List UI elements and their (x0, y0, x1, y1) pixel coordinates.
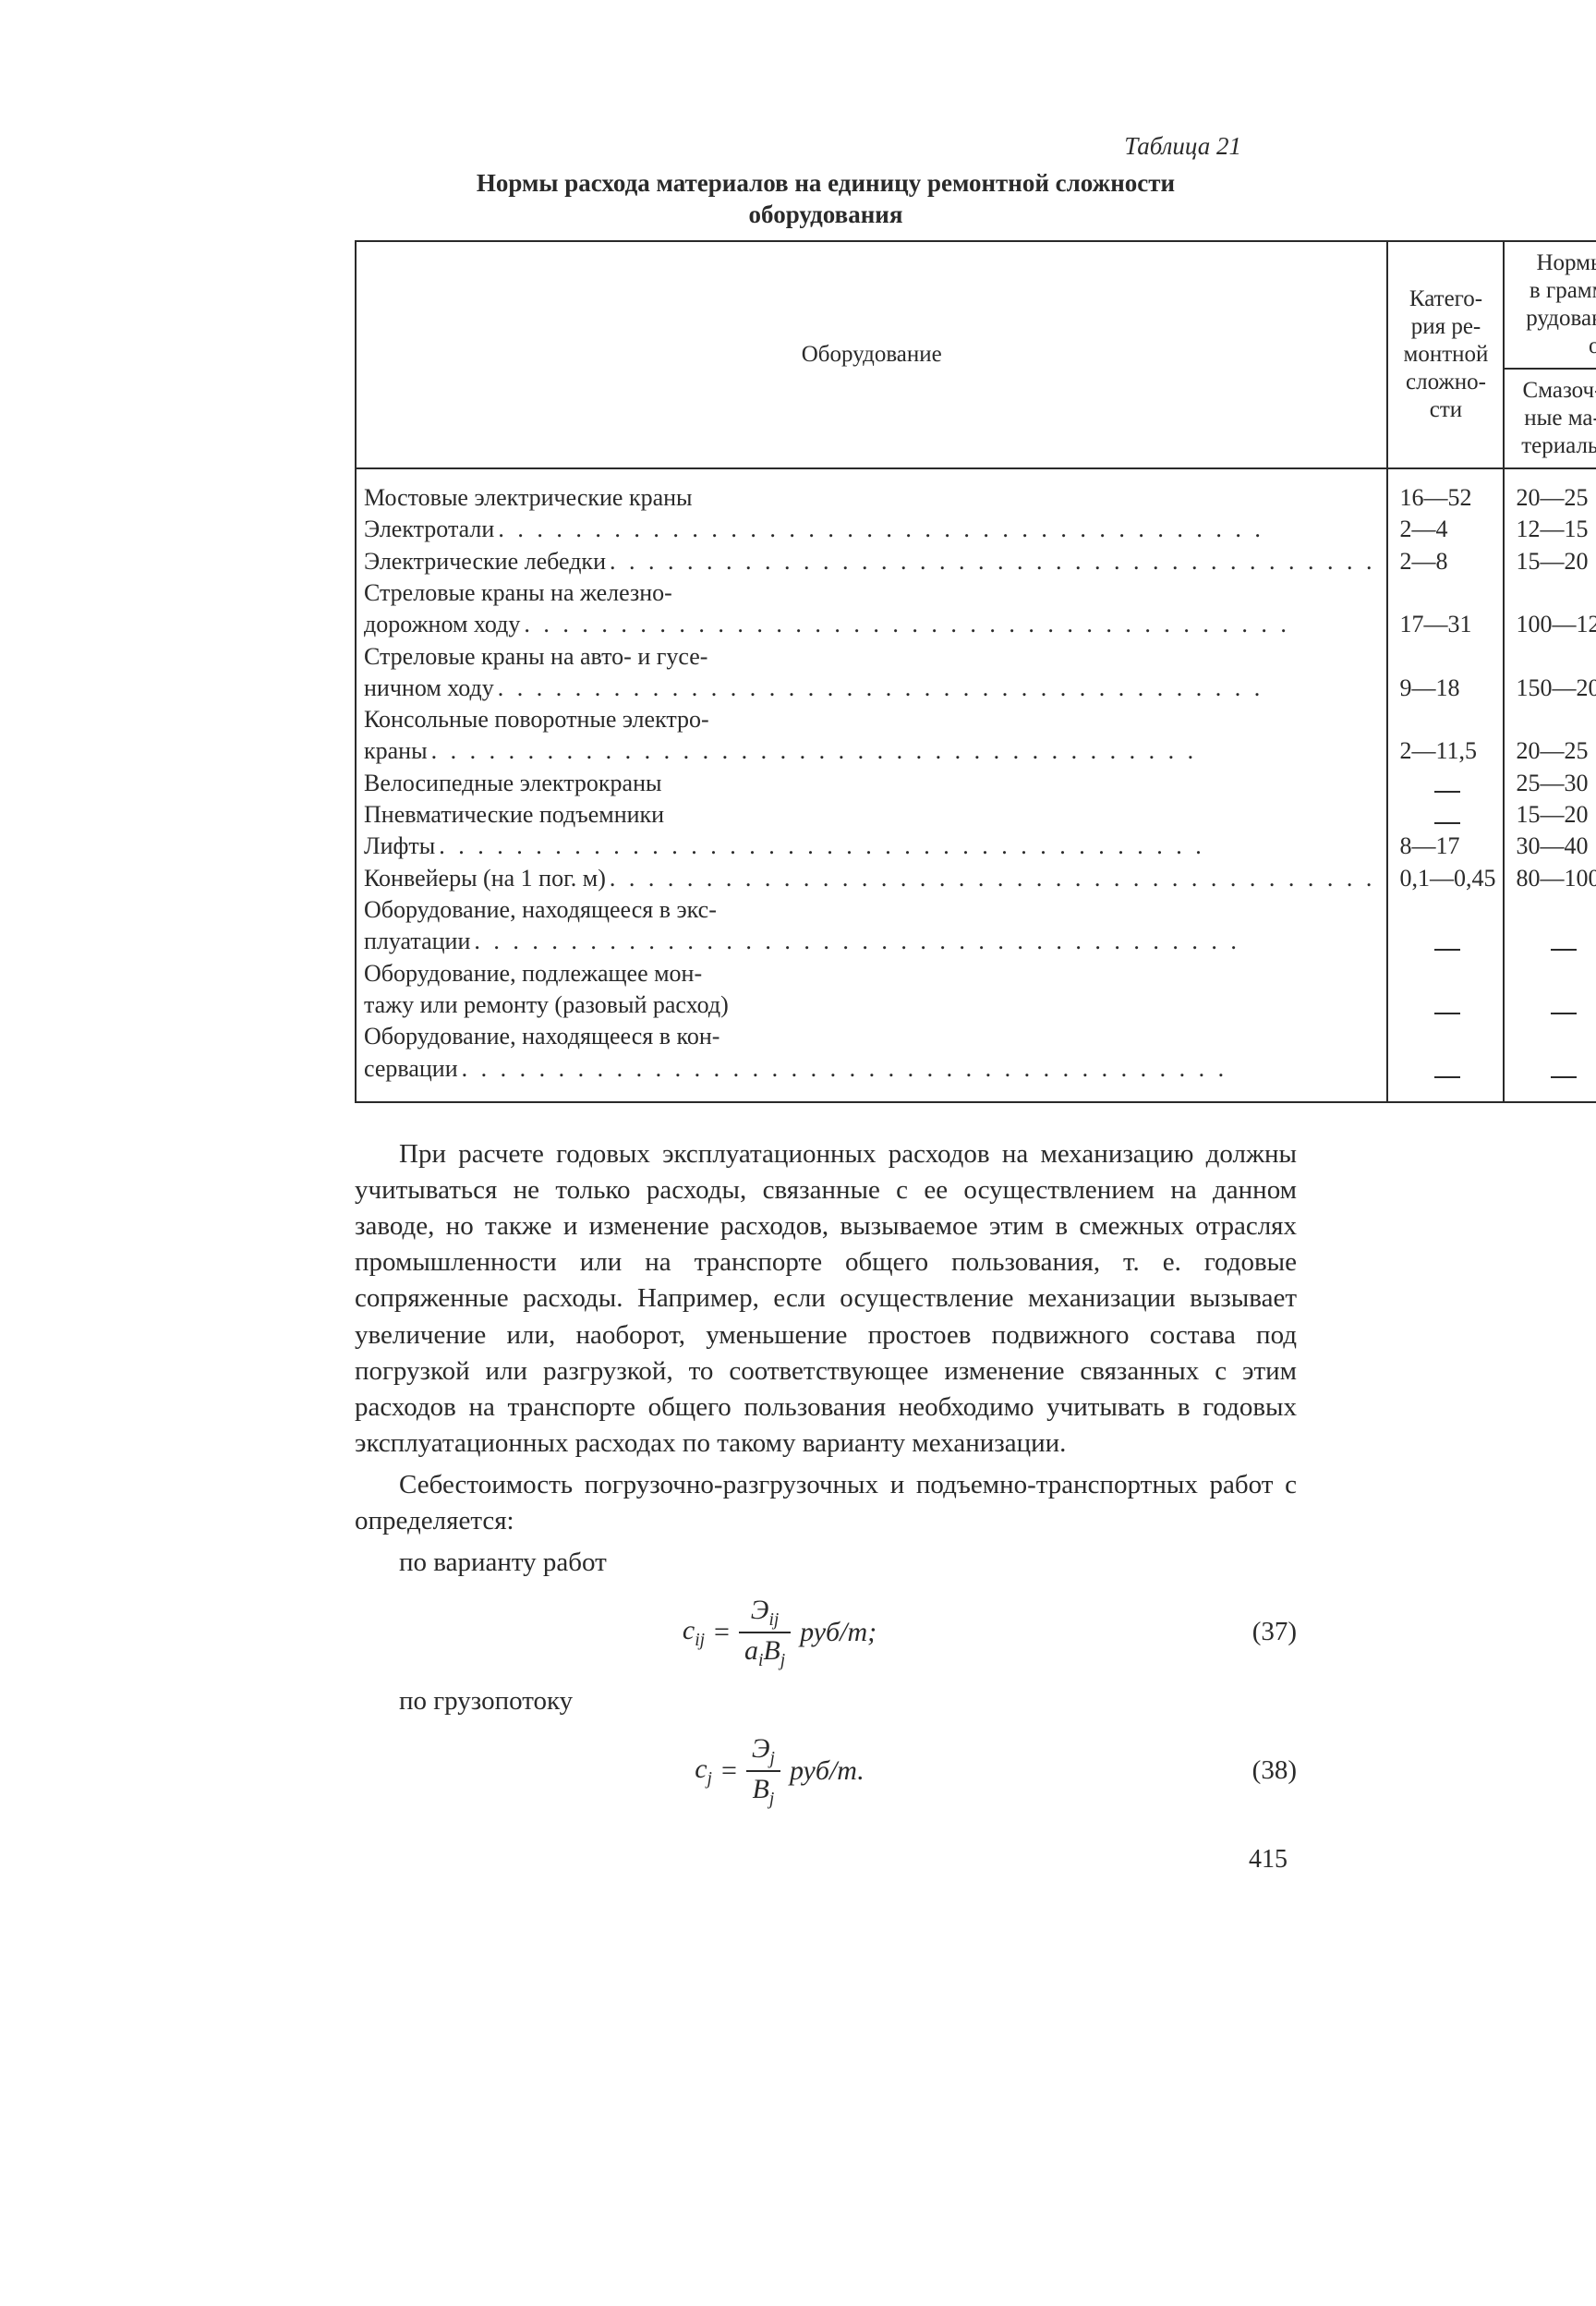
equation-38: cj = Эj Bj руб/т. (38) (355, 1733, 1297, 1810)
page: Таблица 21 Нормы расхода материалов на е… (151, 0, 1445, 1933)
eq38-number: (38) (1204, 1753, 1297, 1789)
eq37-lhs: c (683, 1615, 695, 1645)
page-number: 415 (355, 1842, 1297, 1877)
th-category: Катего- рия ре- монтной сложно- сти (1387, 241, 1504, 468)
paragraph-2: Себестоимость погрузочно-разгрузочных и … (355, 1467, 1297, 1539)
th-cat-l3: монтной (1404, 342, 1489, 367)
eq37-unit: руб/т; (800, 1614, 877, 1652)
eq38-den: B (753, 1774, 769, 1804)
th-group-l3: рудования или в зависимости (1526, 306, 1596, 331)
table-title-line1: Нормы расхода материалов на единицу ремо… (477, 169, 1175, 197)
th-sub1-l2: ные ма- (1524, 406, 1596, 431)
eq37-num: Э (751, 1595, 769, 1625)
table-title: Нормы расхода материалов на единицу ремо… (355, 168, 1297, 231)
eq37-lhs-sub: ij (695, 1631, 705, 1650)
th-group-l4: от его состоянии (1589, 334, 1596, 358)
eq37-den-b: B (763, 1635, 780, 1666)
th-equipment: Оборудование (356, 241, 1387, 468)
table-label: Таблица 21 (355, 129, 1241, 163)
eq37-num-sub: ij (768, 1610, 779, 1630)
th-cat-l5: сти (1430, 397, 1462, 422)
th-group-l2: в граммах за 8 ч работы обо- (1530, 278, 1596, 303)
eq38-num: Э (752, 1733, 770, 1764)
th-group: Нормы расхода материалов в граммах за 8 … (1504, 241, 1596, 369)
paragraph-4: по грузопотоку (355, 1683, 1297, 1719)
th-cat-l4: сложно- (1406, 370, 1486, 394)
eq38-unit: руб/т. (790, 1753, 864, 1790)
paragraph-3: по варианту работ (355, 1545, 1297, 1581)
th-sub1-l1: Смазоч- (1523, 378, 1596, 403)
eq38-lhs-sub: j (707, 1769, 712, 1789)
eq38-num-sub: j (770, 1749, 775, 1768)
table-title-line2: оборудования (749, 200, 903, 228)
paragraph-1-text: При расчете годовых эксплуатационных рас… (355, 1139, 1297, 1458)
paragraph-1: При расчете годовых эксплуатационных рас… (355, 1136, 1297, 1462)
th-cat-l2: рия ре- (1411, 314, 1481, 339)
eq38-lhs: c (695, 1754, 707, 1784)
col-category: 16—522—42—8 17—31 9—18 2—11,58—170,1—0,4… (1387, 468, 1504, 1102)
paragraph-4-text: по грузопотоку (399, 1686, 573, 1716)
paragraph-2-text: Себестоимость погрузочно-разгрузочных и … (355, 1470, 1297, 1535)
th-cat-l1: Катего- (1409, 286, 1482, 311)
paragraph-3-text: по варианту работ (399, 1547, 607, 1577)
col-equipment: Мостовые электрические краныЭлектротали … (356, 468, 1387, 1102)
col-lubricants: 20—2512—1515—20 100—125 150—200 20—2525—… (1504, 468, 1596, 1102)
eq37-den-a: a (744, 1635, 758, 1666)
main-table: Оборудование Катего- рия ре- монтной сло… (355, 240, 1596, 1103)
th-sub1-l3: териалы (1521, 433, 1596, 458)
eq37-den-b-sub: j (780, 1651, 785, 1670)
eq37-number: (37) (1204, 1614, 1297, 1650)
equation-37: cij = Эij aiBj руб/т; (37) (355, 1595, 1297, 1671)
eq38-den-sub: j (769, 1790, 774, 1809)
th-sub1: Смазоч- ные ма- териалы (1504, 369, 1596, 468)
th-group-l1: Нормы расхода материалов (1536, 250, 1596, 275)
